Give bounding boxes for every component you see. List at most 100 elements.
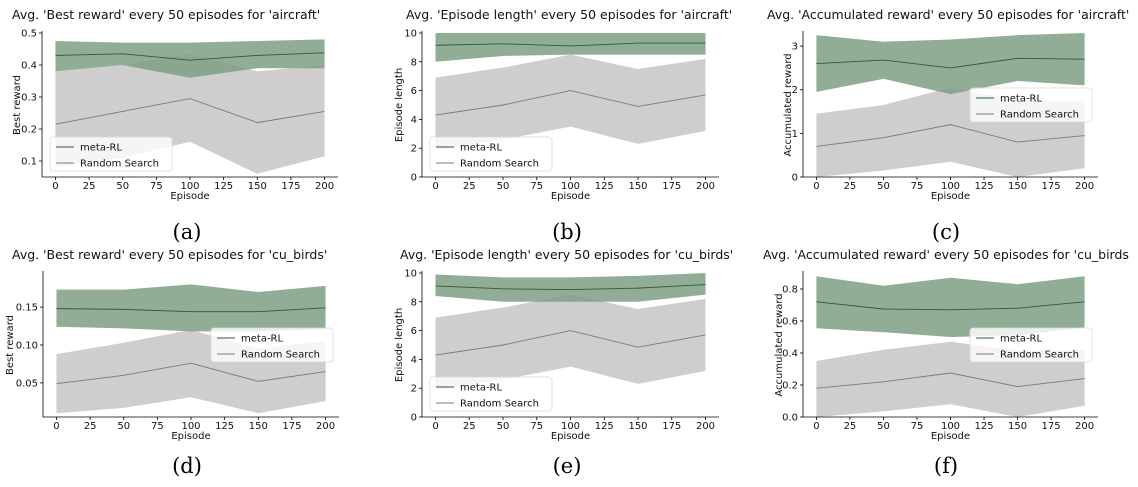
y-tick-label: 0.6	[782, 317, 798, 328]
chart-title: Avg. 'Best reward' every 50 episodes for…	[12, 247, 327, 262]
legend-label: Random Search	[1000, 110, 1079, 121]
y-tick-label: 0	[411, 173, 417, 184]
x-tick-label: 50	[497, 421, 510, 432]
y-tick-label: 10	[404, 269, 417, 280]
legend-box	[969, 87, 1093, 123]
chart-panel: Avg. 'Episode length' every 50 episodes …	[394, 247, 733, 478]
x-tick-label: 25	[844, 421, 857, 432]
x-tick-label: 100	[561, 181, 580, 192]
chart-panel: Avg. 'Best reward' every 50 episodes for…	[5, 247, 339, 478]
y-tick-label: 1	[792, 129, 798, 140]
x-tick-label: 150	[249, 421, 268, 432]
legend-label: meta-RL	[1000, 334, 1042, 345]
x-tick-label: 75	[530, 421, 543, 432]
legend: meta-RL Random Search	[429, 376, 553, 412]
y-tick-label: 2	[411, 384, 417, 395]
x-tick-label: 100	[941, 181, 960, 192]
meta-rl-line	[816, 301, 1085, 311]
x-tick-label: 175	[662, 181, 681, 192]
legend-label: meta-RL	[241, 334, 283, 345]
random-search-band	[435, 54, 706, 150]
x-axis-label: Episode	[551, 431, 590, 442]
random-search-line	[435, 90, 706, 116]
x-axis-label: Episode	[931, 431, 970, 442]
meta-rl-line	[55, 52, 325, 61]
meta-rl-line	[435, 42, 706, 47]
x-tick-label: 25	[83, 181, 96, 192]
y-tick-label: 0.8	[782, 285, 798, 296]
y-tick-label: 0.5	[21, 29, 37, 40]
y-tick-label: 0.1	[21, 157, 37, 168]
legend-box	[429, 376, 553, 412]
meta-rl-band	[435, 33, 706, 62]
chart-panel: Avg. 'Best reward' every 50 episodes for…	[12, 7, 338, 244]
x-tick-label: 200	[1075, 421, 1094, 432]
meta-rl-band	[56, 284, 326, 332]
panel-caption: (f)	[934, 454, 958, 478]
y-tick-label: 6	[411, 86, 417, 97]
legend-label: meta-RL	[460, 143, 502, 154]
chart-title: Avg. 'Episode length' every 50 episodes …	[400, 247, 733, 262]
x-tick-label: 125	[974, 421, 993, 432]
legend: meta-RL Random Search	[49, 136, 173, 172]
x-tick-label: 25	[84, 421, 97, 432]
legend: meta-RL Random Search	[969, 327, 1093, 363]
y-tick-label: 0.2	[21, 125, 37, 136]
x-tick-label: 75	[530, 181, 543, 192]
chart-panel: Avg. 'Episode length' every 50 episodes …	[394, 7, 732, 244]
y-tick-label: 4	[411, 115, 417, 126]
y-tick-label: 0.3	[21, 93, 37, 104]
x-tick-label: 150	[1008, 181, 1027, 192]
x-tick-label: 200	[1075, 181, 1094, 192]
random-search-line	[435, 330, 706, 356]
x-tick-label: 100	[181, 421, 200, 432]
x-tick-label: 125	[595, 181, 614, 192]
panel-caption: (c)	[932, 220, 960, 244]
y-tick-label: 4	[411, 355, 417, 366]
meta-rl-band	[816, 33, 1085, 95]
x-tick-label: 50	[116, 181, 129, 192]
x-tick-label: 175	[1042, 181, 1061, 192]
random-search-line	[56, 362, 326, 385]
meta-rl-band	[435, 273, 706, 302]
x-tick-label: 75	[911, 421, 924, 432]
panel-caption: (e)	[553, 454, 582, 478]
x-tick-label: 75	[151, 421, 164, 432]
x-tick-label: 50	[497, 181, 510, 192]
x-tick-label: 200	[316, 421, 335, 432]
y-axis-label: Accumulated reward	[783, 53, 794, 156]
legend: meta-RL Random Search	[210, 327, 334, 363]
random-search-band	[435, 294, 706, 390]
x-tick-label: 150	[628, 181, 647, 192]
legend-label: Random Search	[241, 350, 320, 361]
legend-box	[969, 327, 1093, 363]
x-tick-label: 200	[696, 421, 715, 432]
x-tick-label: 175	[1042, 421, 1061, 432]
meta-rl-line	[435, 284, 706, 291]
y-tick-label: 2	[792, 85, 798, 96]
x-tick-label: 25	[844, 181, 857, 192]
x-tick-label: 175	[281, 181, 300, 192]
x-tick-label: 50	[877, 421, 890, 432]
y-axis-label: Episode length	[394, 308, 405, 382]
y-axis-label: Episode length	[394, 68, 405, 142]
y-tick-label: 2	[411, 144, 417, 155]
legend-box	[49, 136, 173, 172]
x-tick-label: 75	[150, 181, 163, 192]
x-tick-label: 150	[628, 421, 647, 432]
y-axis-label: Best reward	[5, 315, 16, 375]
legend-label: meta-RL	[80, 143, 122, 154]
x-tick-label: 0	[813, 181, 819, 192]
x-tick-label: 150	[1008, 421, 1027, 432]
x-tick-label: 125	[595, 421, 614, 432]
y-tick-label: 6	[411, 326, 417, 337]
x-tick-label: 175	[282, 421, 301, 432]
x-tick-label: 0	[53, 421, 59, 432]
random-search-line	[816, 124, 1085, 147]
legend-box	[210, 327, 334, 363]
x-tick-label: 50	[877, 181, 890, 192]
x-tick-label: 100	[561, 421, 580, 432]
y-tick-label: 0.4	[21, 61, 37, 72]
y-axis-label: Best reward	[12, 75, 23, 135]
